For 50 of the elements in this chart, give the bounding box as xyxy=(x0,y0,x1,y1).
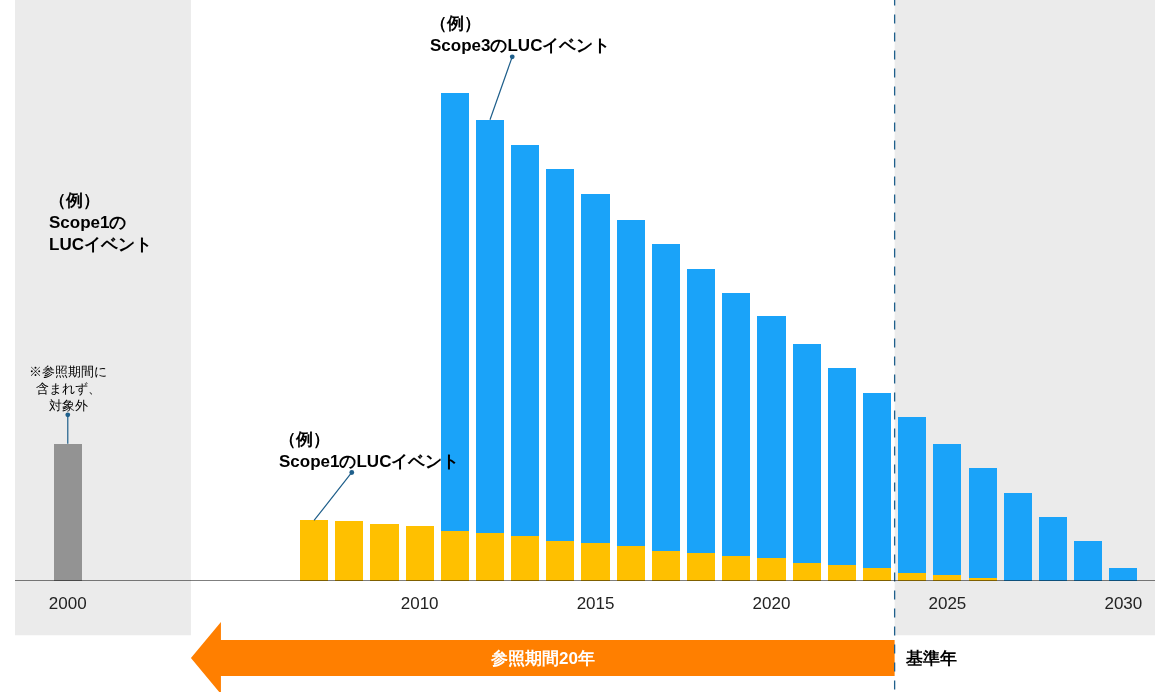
annotation: （例） Scope1のLUCイベント xyxy=(279,430,460,472)
bar xyxy=(933,443,962,576)
annotation: （例） Scope1の LUCイベント xyxy=(49,191,152,255)
bar xyxy=(792,344,821,563)
bar xyxy=(862,568,892,581)
x-tick-label: 2000 xyxy=(48,594,87,613)
bar xyxy=(968,467,997,579)
bar xyxy=(722,292,751,557)
bar xyxy=(1038,516,1068,581)
bar xyxy=(792,562,821,581)
bar xyxy=(335,521,364,581)
bar xyxy=(370,524,399,581)
bar xyxy=(53,443,82,581)
bar xyxy=(1003,492,1032,581)
bar xyxy=(511,144,540,537)
bar xyxy=(898,417,927,574)
bar xyxy=(546,168,575,542)
bar xyxy=(616,546,645,581)
bar xyxy=(651,244,680,552)
x-tick-label: 2015 xyxy=(576,594,615,613)
annotation: ※参照期間に含まれず、対象外 xyxy=(29,364,107,413)
bar xyxy=(300,520,329,581)
bar xyxy=(440,92,469,532)
bar xyxy=(440,531,469,581)
bar xyxy=(827,368,856,565)
bar xyxy=(546,541,575,581)
bar xyxy=(511,536,540,581)
ref-line-label: 基準年 xyxy=(905,649,957,668)
bar xyxy=(616,220,645,547)
bar xyxy=(757,316,786,559)
bar xyxy=(722,556,751,581)
bar xyxy=(827,564,856,581)
x-tick-label: 2010 xyxy=(400,594,439,613)
bar xyxy=(475,119,505,534)
x-tick-label: 2025 xyxy=(928,594,967,613)
bar xyxy=(581,543,610,581)
bar xyxy=(1109,568,1138,581)
bar xyxy=(687,269,716,554)
x-tick-label: 2030 xyxy=(1104,594,1143,613)
bar xyxy=(1074,541,1103,581)
bar xyxy=(651,551,680,581)
text: 参照期間20年 xyxy=(490,649,595,668)
annotation: （例） Scope3のLUCイベント xyxy=(430,14,611,56)
bar xyxy=(581,193,610,544)
bar xyxy=(687,553,716,581)
x-tick-label: 2020 xyxy=(752,594,791,613)
bar xyxy=(475,533,505,581)
bar xyxy=(862,392,892,569)
bar xyxy=(405,526,434,581)
bar xyxy=(757,558,786,581)
